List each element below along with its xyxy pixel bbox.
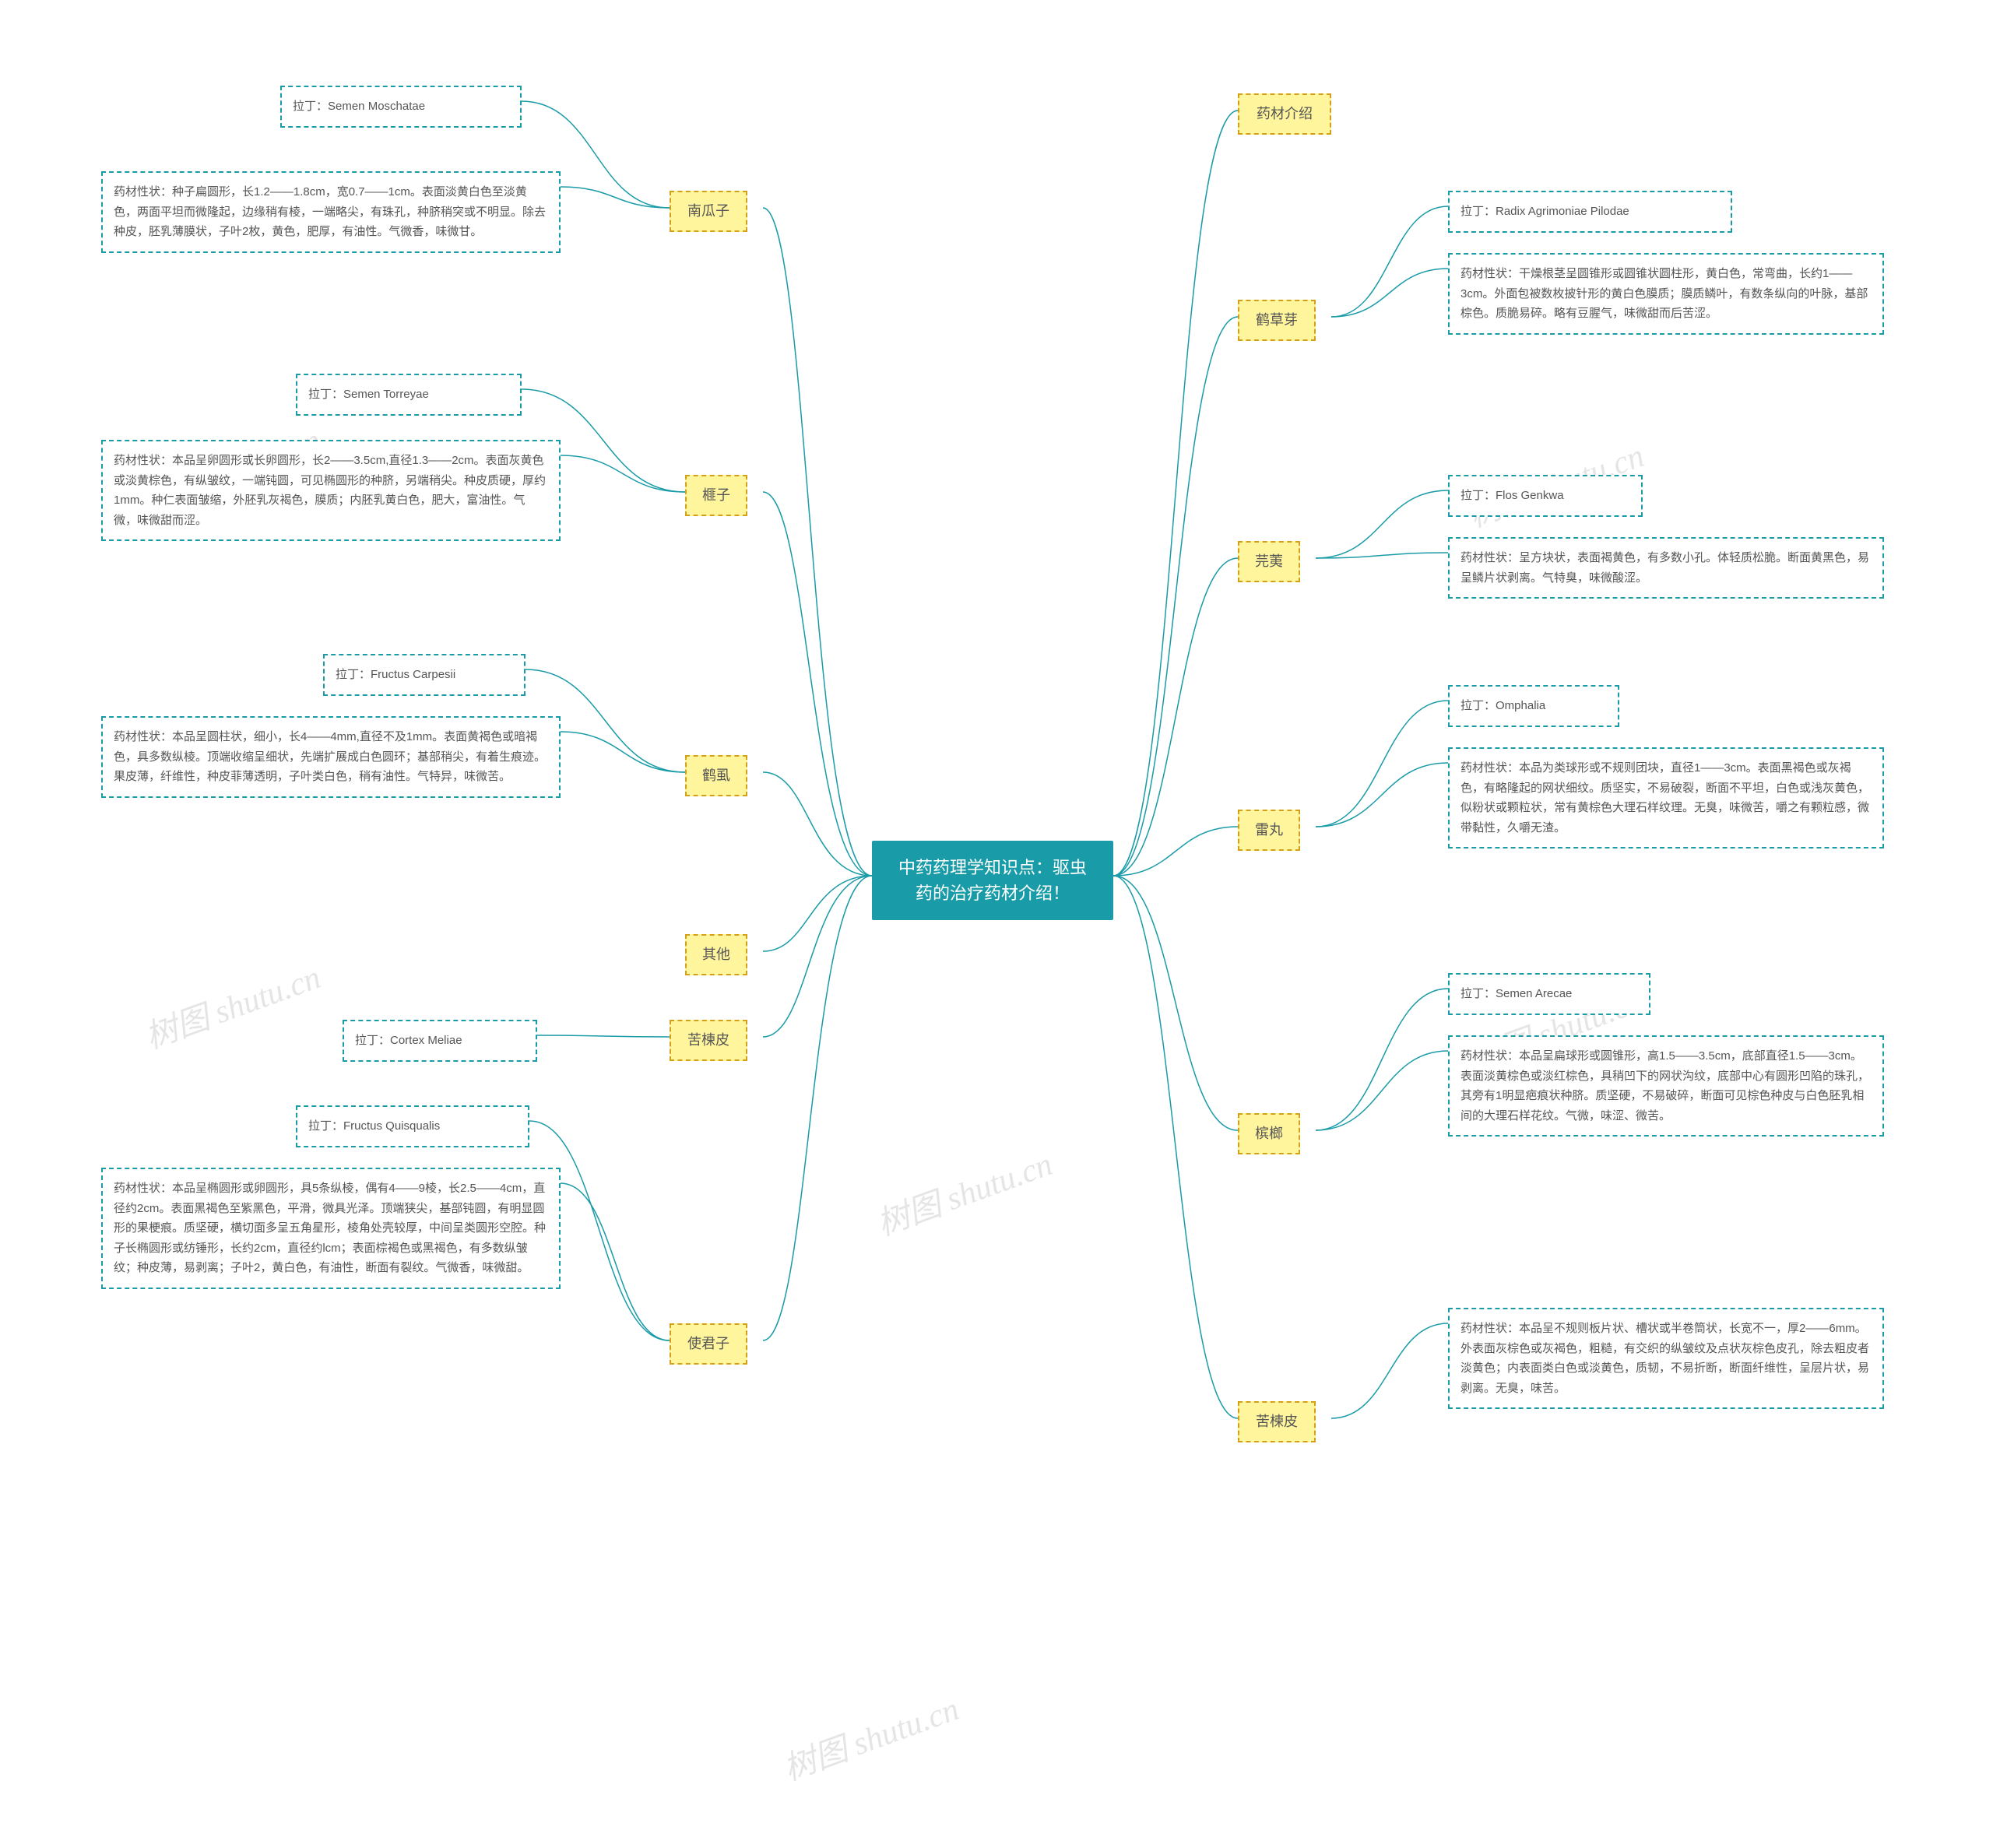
feizi-desc: 药材性状：本品呈卵圆形或长卵圆形，长2——3.5cm,直径1.3——2cm。表面…: [101, 440, 561, 541]
cat-nanguazi: 南瓜子: [670, 191, 747, 232]
leiwan-latin: 拉丁：Omphalia: [1448, 685, 1619, 727]
cat-hecaoya: 鹤草芽: [1238, 300, 1316, 341]
yuanyi-desc: 药材性状：呈方块状，表面褐黄色，有多数小孔。体轻质松脆。断面黄黑色，易呈鳞片状剥…: [1448, 537, 1884, 599]
kulianpi-left-latin: 拉丁：Cortex Meliae: [343, 1020, 537, 1062]
center-topic: 中药药理学知识点：驱虫 药的治疗药材介绍！: [872, 841, 1113, 920]
binglang-desc: 药材性状：本品呈扁球形或圆锥形，高1.5——3.5cm，底部直径1.5——3cm…: [1448, 1035, 1884, 1137]
leiwan-desc: 药材性状：本品为类球形或不规则团块，直径1——3cm。表面黑褐色或灰褐色，有略隆…: [1448, 747, 1884, 848]
cat-shijunzi: 使君子: [670, 1323, 747, 1365]
yuanyi-latin: 拉丁：Flos Genkwa: [1448, 475, 1643, 517]
center-line1: 中药药理学知识点：驱虫: [898, 858, 1087, 877]
binglang-latin: 拉丁：Semen Arecae: [1448, 973, 1650, 1015]
cat-feizi: 榧子: [685, 475, 747, 516]
hecaoya-desc: 药材性状：干燥根茎呈圆锥形或圆锥状圆柱形，黄白色，常弯曲，长约1——3cm。外面…: [1448, 253, 1884, 335]
hecaoya-latin: 拉丁：Radix Agrimoniae Pilodae: [1448, 191, 1732, 233]
cat-qita: 其他: [685, 934, 747, 975]
heshi-latin: 拉丁：Fructus Carpesii: [323, 654, 525, 696]
shijunzi-desc: 药材性状：本品呈椭圆形或卵圆形，具5条纵棱，偶有4——9棱，长2.5——4cm，…: [101, 1168, 561, 1289]
nanguazi-desc: 药材性状：种子扁圆形，长1.2——1.8cm，宽0.7——1cm。表面淡黄白色至…: [101, 171, 561, 253]
center-line2: 药的治疗药材介绍！: [916, 884, 1070, 903]
feizi-latin: 拉丁：Semen Torreyae: [296, 374, 522, 416]
cat-binglang: 槟榔: [1238, 1113, 1300, 1154]
cat-kulianpi-right: 苦楝皮: [1238, 1401, 1316, 1442]
cat-heshi: 鹤虱: [685, 755, 747, 796]
kulianpi-right-desc: 药材性状：本品呈不规则板片状、槽状或半卷筒状，长宽不一，厚2——6mm。外表面灰…: [1448, 1308, 1884, 1409]
watermark: 树图 shutu.cn: [776, 1683, 965, 1790]
nanguazi-latin: 拉丁：Semen Moschatae: [280, 86, 522, 128]
cat-yaocaijieshao: 药材介绍: [1238, 93, 1331, 135]
heshi-desc: 药材性状：本品呈圆柱状，细小，长4——4mm,直径不及1mm。表面黄褐色或暗褐色…: [101, 716, 561, 798]
cat-kulianpi-left: 苦楝皮: [670, 1020, 747, 1061]
watermark: 树图 shutu.cn: [870, 1138, 1058, 1245]
cat-yuanyi: 芫荑: [1238, 541, 1300, 582]
watermark: 树图 shutu.cn: [138, 951, 326, 1059]
cat-leiwan: 雷丸: [1238, 810, 1300, 851]
shijunzi-latin: 拉丁：Fructus Quisqualis: [296, 1105, 529, 1147]
